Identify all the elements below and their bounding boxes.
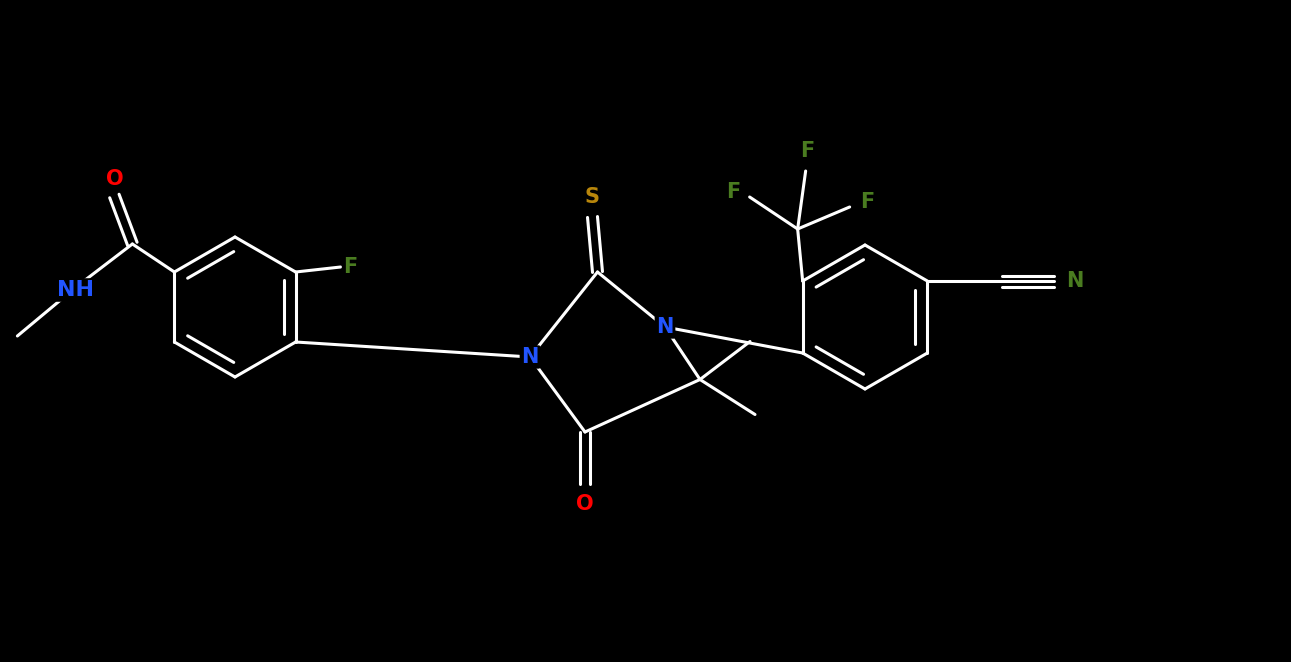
Text: N: N xyxy=(656,317,674,337)
Text: N: N xyxy=(522,347,538,367)
Text: O: O xyxy=(576,494,594,514)
Text: S: S xyxy=(585,187,600,207)
Text: F: F xyxy=(727,182,741,202)
Text: O: O xyxy=(106,169,123,189)
Text: F: F xyxy=(343,257,358,277)
Text: N: N xyxy=(1065,271,1083,291)
Text: F: F xyxy=(861,192,875,212)
Text: F: F xyxy=(800,141,815,161)
Text: NH: NH xyxy=(57,280,94,300)
